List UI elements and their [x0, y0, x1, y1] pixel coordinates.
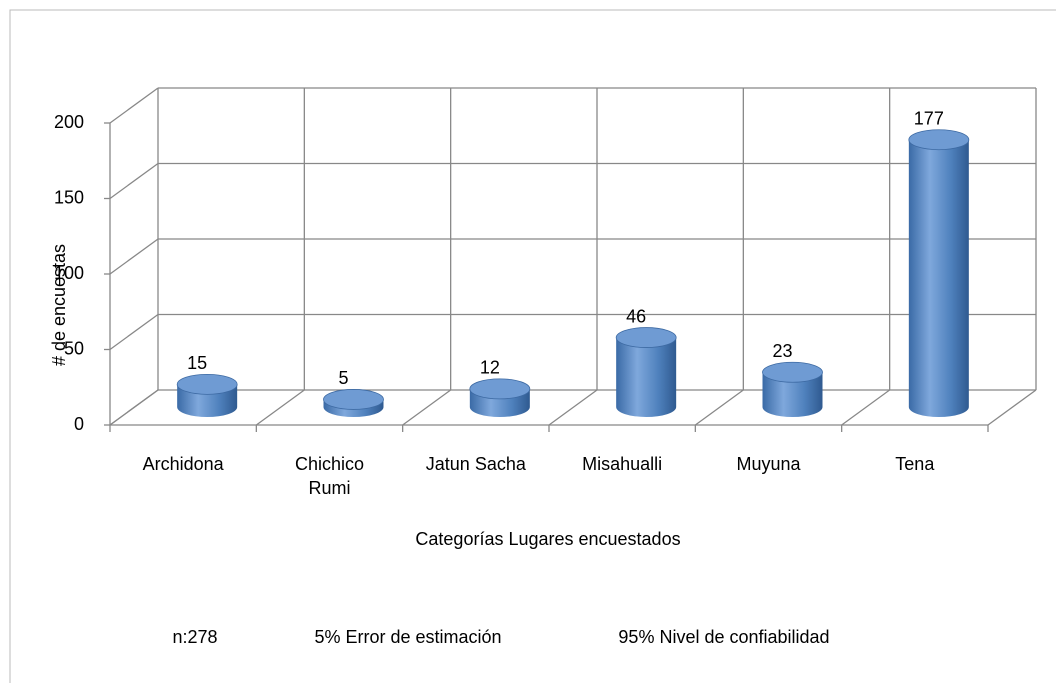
- bar-top: [323, 389, 384, 410]
- x-axis-title: Categorías Lugares encuestados: [415, 529, 680, 549]
- value-label: 5: [338, 368, 348, 388]
- floor-line: [109, 389, 159, 426]
- floor-line: [255, 389, 305, 426]
- bar-body: [908, 139, 969, 418]
- floor-line: [694, 389, 744, 426]
- bar: [615, 327, 677, 417]
- bar: [469, 378, 531, 417]
- floor-line: [841, 389, 891, 426]
- floor-line: [402, 389, 452, 426]
- x-tick-label: Jatun Sacha: [425, 454, 526, 474]
- bar-top: [908, 129, 970, 151]
- border: [9, 9, 1056, 683]
- value-label: 15: [187, 353, 207, 373]
- bar: [908, 129, 970, 418]
- bar-body: [762, 372, 823, 417]
- bar: [176, 373, 238, 417]
- floor-line: [548, 389, 598, 426]
- bar: [323, 389, 384, 417]
- grid-line: [109, 87, 159, 124]
- y-tick-label: 100: [54, 263, 84, 283]
- bar-body: [616, 337, 677, 417]
- grid-line: [109, 162, 159, 200]
- bar-top: [176, 373, 238, 395]
- note: 95% Nivel de confiabilidad: [618, 627, 829, 647]
- bar-top: [615, 327, 677, 348]
- grid-line: [109, 313, 159, 351]
- value-label: 46: [626, 306, 646, 326]
- y-tick-label: 150: [54, 187, 84, 207]
- x-tick-label: Muyuna: [736, 454, 801, 474]
- value-label: 23: [772, 341, 792, 361]
- bar-top: [762, 361, 823, 383]
- x-tick-label: Misahualli: [582, 454, 663, 474]
- x-tick-label: Archidona: [142, 454, 224, 474]
- grid-line: [109, 238, 159, 275]
- value-label: 177: [914, 108, 944, 128]
- value-label: 12: [480, 358, 500, 378]
- note: n:278: [172, 627, 217, 647]
- x-tick-label: Tena: [895, 454, 935, 474]
- y-tick-label: 50: [64, 338, 84, 358]
- y-tick-label: 0: [74, 414, 84, 434]
- x-tick-label: Chichico Rumi: [294, 454, 365, 498]
- y-tick-label: 200: [54, 112, 84, 132]
- note: 5% Error de estimación: [314, 627, 501, 647]
- y-axis-title: # de encuestas: [49, 244, 69, 366]
- floor-line: [987, 389, 1037, 426]
- bar-top: [469, 378, 531, 400]
- bar: [762, 361, 823, 417]
